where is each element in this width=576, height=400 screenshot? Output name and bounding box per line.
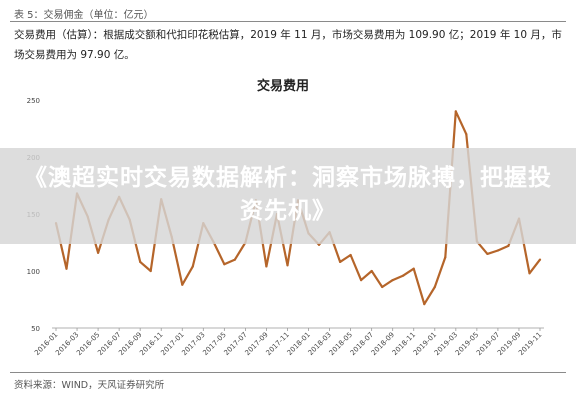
y-tick-label: 250	[27, 97, 40, 105]
data-point	[65, 267, 68, 270]
data-point	[370, 269, 373, 273]
y-tick-label: 100	[27, 268, 40, 276]
chart-title: 交易费用	[257, 78, 309, 94]
data-point	[423, 303, 426, 306]
data-point	[139, 260, 142, 263]
data-point	[233, 258, 236, 261]
overlay-banner	[0, 148, 576, 244]
data-point	[433, 285, 436, 289]
data-point	[97, 251, 100, 254]
table-label: 表 5：交易佣金（单位：亿元）	[14, 10, 154, 21]
data-point	[507, 244, 510, 247]
data-point	[349, 253, 352, 257]
data-point	[486, 252, 489, 255]
data-point	[149, 269, 152, 273]
data-point	[412, 267, 415, 270]
data-point	[496, 249, 499, 252]
data-point	[339, 260, 342, 263]
data-point	[528, 272, 531, 275]
data-point	[402, 274, 405, 277]
source-note: 资料来源：WIND，天风证券研究所	[14, 380, 165, 391]
data-point	[454, 110, 457, 113]
data-point	[444, 256, 447, 259]
x-axis: 2016-012016-032016-052016-072016-092016-…	[33, 327, 544, 357]
chart-description: 交易费用（估算）：根据成交额和代扣印花税估算，2019 年 11 月，市场交易费…	[14, 29, 562, 61]
data-point	[265, 265, 268, 268]
data-point	[360, 279, 363, 282]
data-point	[191, 265, 194, 268]
data-point	[538, 258, 542, 261]
data-point	[391, 279, 394, 282]
data-point	[317, 243, 321, 246]
data-point	[223, 263, 226, 266]
bottom-divider	[10, 372, 566, 373]
y-tick-label: 50	[31, 325, 40, 333]
x-tick-label: 2019-11	[517, 331, 543, 357]
data-point	[286, 264, 289, 267]
data-point	[381, 285, 384, 289]
top-divider	[10, 21, 566, 22]
overlay-headline: 《澳超实时交易数据解析：洞察市场脉搏，把握投资先机》	[24, 165, 552, 224]
data-point	[465, 133, 468, 136]
data-point	[181, 283, 184, 286]
